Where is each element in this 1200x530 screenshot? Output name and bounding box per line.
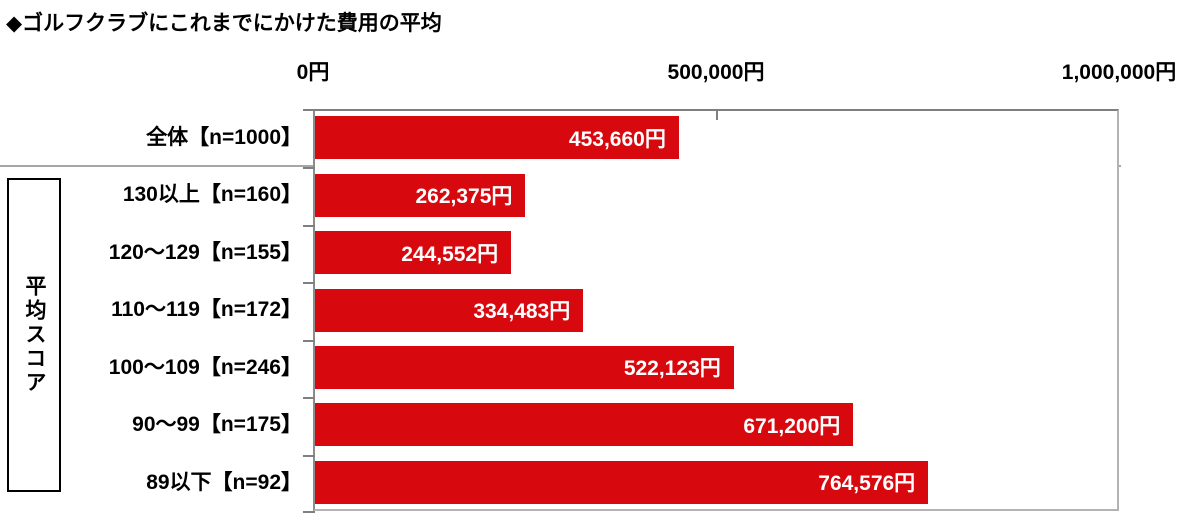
y-axis-tick-5 [303, 397, 315, 400]
bar-value-label-4: 522,123円 [623, 357, 721, 381]
y-axis-tick-2 [303, 224, 315, 227]
bar-2: 244,552円 [315, 231, 512, 275]
x-axis-tick-label-0: 0円 [296, 61, 330, 84]
category-label-2: 120～129【n=155】 [108, 240, 302, 264]
bar-value-label-2: 244,552円 [401, 242, 499, 266]
y-axis-tick-6 [303, 454, 315, 457]
y-axis-tick-0 [303, 109, 315, 111]
bar-3: 334,483円 [315, 288, 584, 332]
bar-6: 764,576円 [315, 460, 929, 504]
bar-value-label-0: 453,660円 [568, 127, 666, 151]
x-axis-tick-label-500k: 500,000円 [667, 61, 765, 84]
bar-value-label-6: 764,576円 [818, 472, 916, 496]
average-score-axis-box: 平均スコア [7, 178, 61, 492]
y-axis-tick-3 [303, 282, 315, 285]
x-axis-midpoint-tick [716, 111, 718, 120]
bar-value-label-5: 671,200円 [743, 414, 841, 438]
chart-title: ◆ゴルフクラブにこれまでにかけた費用の平均 [6, 12, 442, 35]
bar-5: 671,200円 [315, 403, 854, 447]
y-axis-tick-1 [303, 167, 315, 170]
category-label-5: 90～99【n=175】 [132, 413, 302, 437]
bar-1: 262,375円 [315, 173, 526, 217]
plot-area: 453,660円 262,375円 244,552円 334,483円 522,123円… [303, 109, 1119, 513]
category-label-4: 100～109【n=246】 [108, 355, 302, 379]
category-label-1: 130以上【n=160】 [122, 183, 302, 207]
y-axis-tick-7 [303, 511, 315, 513]
bar-4: 522,123円 [315, 345, 734, 389]
category-label-3: 110～119【n=172】 [111, 298, 302, 322]
bar-value-label-1: 262,375円 [415, 185, 513, 209]
average-score-axis-label: 平均スコア [23, 275, 46, 395]
y-axis-tick-4 [303, 339, 315, 342]
bar-value-label-3: 334,483円 [473, 300, 571, 323]
x-axis-tick-label-1m: 1,000,000円 [1061, 61, 1177, 84]
bar-0: 453,660円 [315, 116, 679, 160]
category-label-6: 89以下【n=92】 [146, 470, 302, 494]
category-label-0: 全体【n=1000】 [146, 126, 302, 149]
